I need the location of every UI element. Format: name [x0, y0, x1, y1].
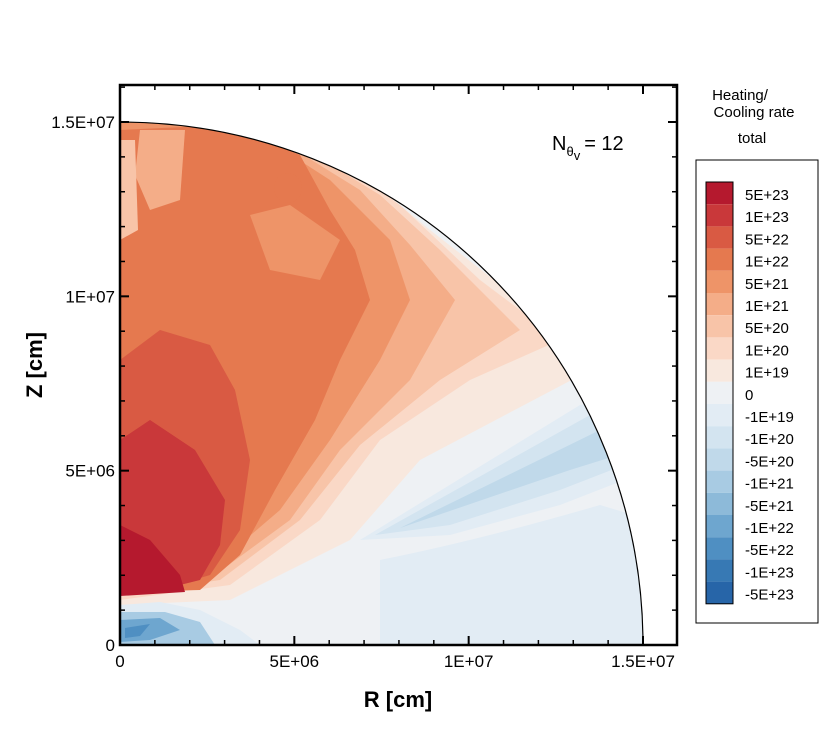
- legend-label: 1E+22: [745, 254, 789, 271]
- legend-swatch: [706, 470, 733, 493]
- annotation-subscript: θ: [566, 144, 573, 159]
- legend-label: 1E+23: [745, 209, 789, 226]
- y-tick-label: 0: [106, 636, 115, 655]
- y-tick-label: 1.5E+07: [51, 113, 115, 132]
- legend-label: 5E+20: [745, 320, 789, 337]
- x-tick-label: 1E+07: [444, 652, 494, 671]
- legend-swatch: [706, 248, 733, 271]
- region-positive-5E+21-patch: [250, 205, 340, 280]
- legend-label: 1E+21: [745, 298, 789, 315]
- legend-swatch: [706, 581, 733, 604]
- axis-tick-labels: 0 5E+06 1E+07 1.5E+07 0 5E+06 1E+07 1.5E+07: [51, 113, 675, 671]
- legend-swatch: [706, 426, 733, 449]
- legend-label: 0: [745, 387, 753, 404]
- legend-title-line-3: total: [738, 130, 766, 147]
- legend-label: 5E+21: [745, 276, 789, 293]
- legend-label: 1E+19: [745, 365, 789, 382]
- legend-label: -1E+19: [745, 409, 794, 426]
- legend-entries: 5E+23 1E+23 5E+22 1E+22 5E+21 1E+21 5E+20 1E+20…: [705, 181, 794, 605]
- legend-label: -1E+20: [745, 431, 794, 448]
- legend-label: 5E+23: [745, 187, 789, 204]
- legend-label: -5E+22: [745, 542, 794, 559]
- legend-swatch: [706, 359, 733, 382]
- x-axis-title: R [cm]: [364, 687, 432, 712]
- legend-swatch: [706, 337, 733, 360]
- annotation-suffix: = 12: [584, 133, 623, 155]
- domain-boundary: [119, 121, 644, 646]
- region-wedge-cooling-5E+20: [400, 430, 643, 528]
- legend-swatch: [706, 492, 733, 515]
- legend-title-line-2: Cooling rate: [714, 104, 795, 121]
- region-positive-5E+20-strip: [120, 140, 138, 240]
- region-positive-1E+22-blob: [274, 173, 302, 203]
- x-tick-label: 1.5E+07: [611, 652, 675, 671]
- annotation-main: N: [552, 133, 566, 155]
- axis-ticks: [119, 85, 677, 646]
- n-theta-annotation: Nθv= 12: [552, 133, 624, 163]
- region-core-5E+23: [120, 525, 185, 596]
- legend-title-line-1: Heating/: [712, 87, 769, 104]
- y-tick-label: 5E+06: [65, 462, 115, 481]
- legend-swatch: [706, 270, 733, 293]
- legend-swatch: [706, 537, 733, 560]
- legend-colorbar-frame: [705, 181, 734, 605]
- y-axis-title: Z [cm]: [22, 332, 47, 398]
- legend-swatch: [706, 293, 733, 316]
- legend-label: 1E+20: [745, 342, 789, 359]
- y-tick-label: 1E+07: [65, 287, 115, 306]
- legend-swatch: [706, 559, 733, 582]
- legend-label: 5E+22: [745, 231, 789, 248]
- legend-label: -1E+23: [745, 564, 794, 581]
- legend-swatch: [706, 315, 733, 338]
- legend-label: -5E+23: [745, 587, 794, 604]
- legend-swatch: [706, 448, 733, 471]
- legend-label: -1E+21: [745, 476, 794, 493]
- legend-swatch: [706, 404, 733, 427]
- x-tick-label: 5E+06: [270, 652, 320, 671]
- legend-swatch: [706, 381, 733, 404]
- legend-label: -5E+20: [745, 453, 794, 470]
- legend-label: -5E+21: [745, 498, 794, 515]
- region-equatorial-cooling-strong-5E+22: [125, 624, 150, 638]
- legend: Heating/ Cooling rate total 5E+231E+235E…: [695, 87, 819, 624]
- legend-label: -1E+22: [745, 520, 794, 537]
- legend-swatch: [706, 182, 733, 205]
- legend-swatch: [706, 226, 733, 249]
- legend-swatch: [706, 204, 733, 227]
- x-tick-label: 0: [115, 652, 124, 671]
- annotation-sub-subscript: v: [574, 148, 581, 163]
- region-positive-1E+21-patch: [135, 130, 185, 210]
- region-equatorial-cooling-1E+19: [380, 505, 643, 645]
- legend-swatch: [706, 515, 733, 538]
